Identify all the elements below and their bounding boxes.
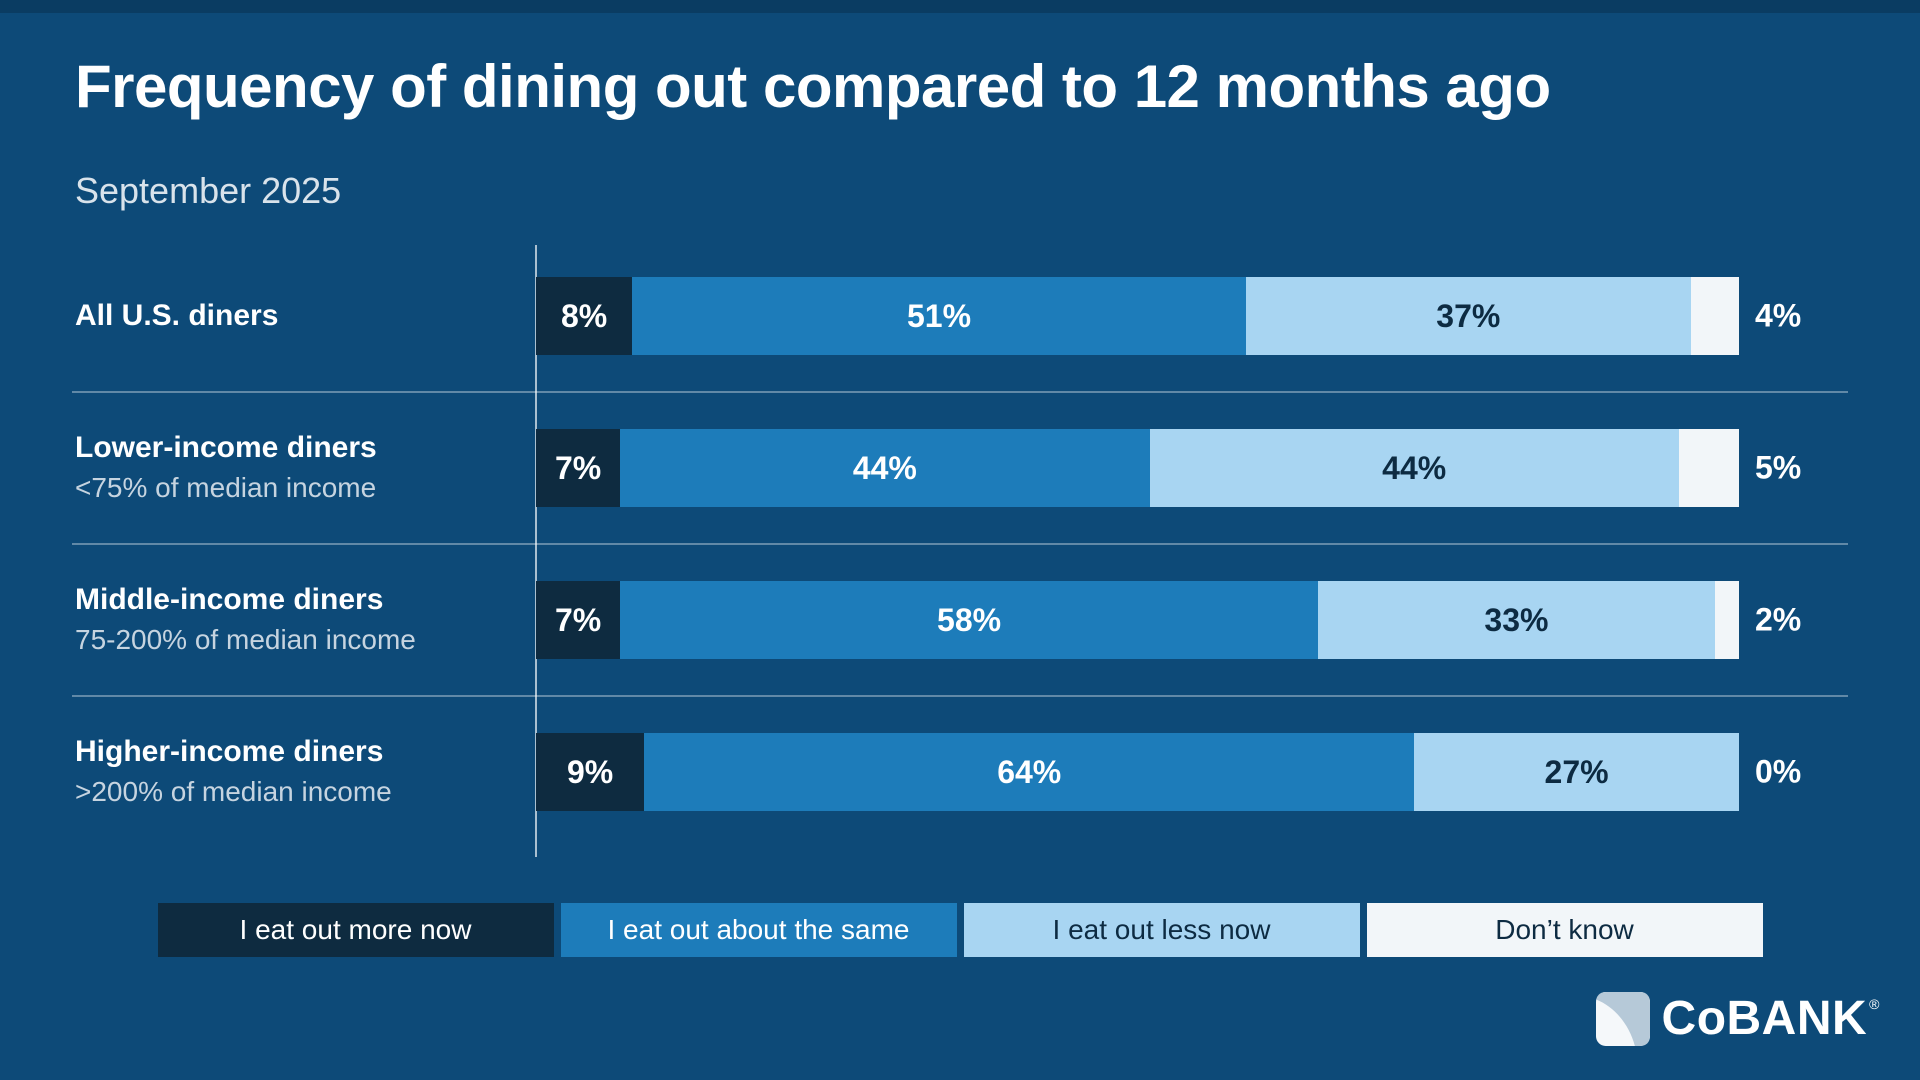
- y-axis-line: [535, 245, 537, 857]
- legend: I eat out more now I eat out about the sa…: [0, 903, 1920, 957]
- stacked-bar: 7% 44% 44% 5%: [536, 429, 1801, 507]
- legend-item-don-t-know: Don’t know: [1366, 903, 1763, 957]
- cobank-wordmark: CoBANK: [1661, 992, 1868, 1045]
- category-label-block: Middle-income diners 75-200% of median in…: [75, 581, 515, 659]
- category-label-block: All U.S. diners: [75, 277, 515, 355]
- value-label: 37%: [1436, 297, 1501, 334]
- row-separator-3: [72, 695, 1848, 697]
- segment-i-eat-out-more-now: 8%: [536, 277, 633, 355]
- value-label: 58%: [937, 601, 1002, 638]
- category-label: Higher-income diners: [75, 735, 384, 769]
- legend-item-i-eat-out-less-now: I eat out less now: [963, 903, 1360, 957]
- value-label-outside: 5%: [1755, 449, 1802, 486]
- top-accent-strip: [0, 0, 1920, 13]
- category-sublabel: <75% of median income: [75, 471, 377, 503]
- value-label: 8%: [560, 297, 608, 334]
- segment-i-eat-out-about-the-same: 58%: [620, 581, 1318, 659]
- stacked-bar: 8% 51% 37% 4%: [536, 277, 1801, 355]
- row-separator-1: [72, 391, 1848, 393]
- chart-title: Frequency of dining out compared to 12 m…: [75, 53, 1551, 120]
- segment-i-eat-out-less-now: 44%: [1149, 429, 1679, 507]
- segment-i-eat-out-about-the-same: 64%: [644, 733, 1415, 811]
- value-label-outside: 0%: [1755, 753, 1802, 790]
- cobank-logo-text: CoBANK ®: [1662, 995, 1880, 1043]
- segment-i-eat-out-about-the-same: 51%: [632, 277, 1246, 355]
- value-label: 7%: [554, 601, 602, 638]
- segment-don-t-know: [1690, 277, 1739, 355]
- category-sublabel: >200% of median income: [75, 775, 392, 807]
- chart-row-middle-income-diners: Middle-income diners 75-200% of median in…: [0, 581, 1920, 659]
- cobank-logo: CoBANK ®: [1595, 992, 1880, 1046]
- value-label-outside: 2%: [1755, 601, 1802, 638]
- segment-i-eat-out-less-now: 37%: [1245, 277, 1691, 355]
- registered-mark: ®: [1869, 996, 1880, 1012]
- segment-i-eat-out-less-now: 27%: [1414, 733, 1739, 811]
- segment-i-eat-out-less-now: 33%: [1317, 581, 1715, 659]
- value-label: 9%: [567, 753, 614, 790]
- category-sublabel: 75-200% of median income: [75, 623, 416, 655]
- chart-subtitle: September 2025: [75, 170, 342, 211]
- value-label: 44%: [1382, 449, 1447, 486]
- segment-don-t-know: [1714, 581, 1739, 659]
- category-label-block: Lower-income diners <75% of median income: [75, 429, 515, 507]
- value-label: 7%: [554, 449, 602, 486]
- legend-label: I eat out about the same: [607, 914, 910, 945]
- chart-row-higher-income-diners: Higher-income diners >200% of median inco…: [0, 733, 1920, 811]
- category-label: All U.S. diners: [75, 298, 279, 332]
- category-label: Middle-income diners: [75, 583, 384, 617]
- value-label: 64%: [997, 753, 1062, 790]
- legend-item-i-eat-out-about-the-same: I eat out about the same: [560, 903, 957, 957]
- legend-label: I eat out less now: [1052, 914, 1271, 945]
- segment-i-eat-out-more-now: 9%: [536, 733, 645, 811]
- segment-i-eat-out-more-now: 7%: [536, 581, 621, 659]
- chart-row-lower-income-diners: Lower-income diners <75% of median income…: [0, 429, 1920, 507]
- value-label: 51%: [906, 297, 972, 334]
- row-separator-2: [72, 543, 1848, 545]
- cobank-logo-icon: [1595, 992, 1650, 1046]
- value-label: 33%: [1484, 601, 1549, 638]
- segment-don-t-know: [1678, 429, 1739, 507]
- legend-label: I eat out more now: [239, 914, 472, 945]
- category-label-block: Higher-income diners >200% of median inco…: [75, 733, 515, 811]
- stacked-bar: 7% 58% 33% 2%: [536, 581, 1801, 659]
- value-label: 27%: [1544, 753, 1609, 790]
- value-label-outside: 4%: [1755, 297, 1802, 334]
- legend-item-i-eat-out-more-now: I eat out more now: [157, 903, 554, 957]
- segment-i-eat-out-more-now: 7%: [536, 429, 621, 507]
- stacked-bar: 9% 64% 27% 0%: [536, 733, 1801, 811]
- category-label: Lower-income diners: [75, 431, 377, 465]
- chart-row-all-u-s-diners: All U.S. diners 8% 51% 37% 4%: [0, 277, 1920, 355]
- segment-i-eat-out-about-the-same: 44%: [620, 429, 1150, 507]
- legend-label: Don’t know: [1495, 914, 1634, 945]
- value-label: 44%: [852, 449, 917, 486]
